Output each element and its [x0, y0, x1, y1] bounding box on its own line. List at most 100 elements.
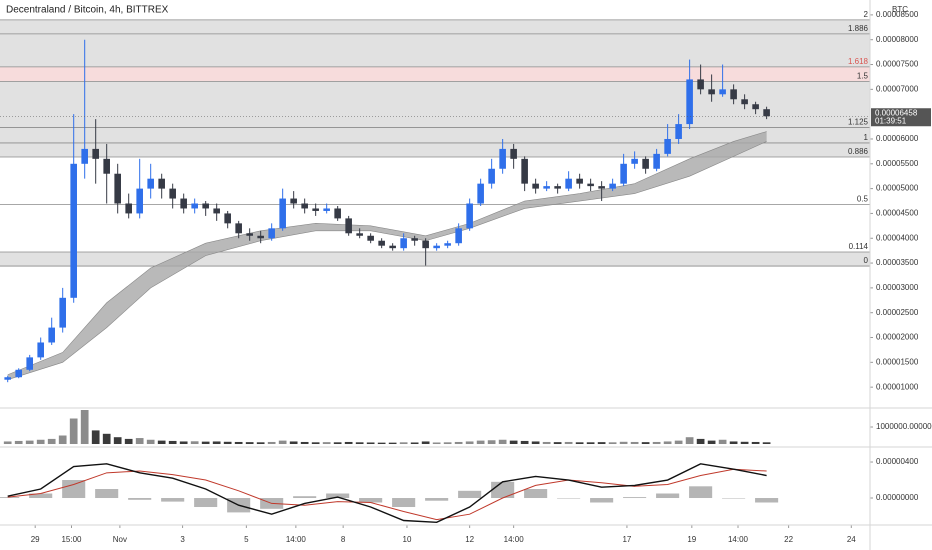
y-tick-label: 0.00001500 — [876, 357, 919, 366]
volume-bar — [399, 442, 408, 445]
fib-level-label: 0.886 — [848, 147, 869, 156]
volume-bar — [652, 441, 661, 445]
candle-body — [576, 178, 583, 184]
fib-level-label: 0 — [864, 256, 869, 265]
y-tick-label: 0.00008500 — [876, 10, 919, 19]
volume-bar — [344, 441, 353, 445]
fib-level-label: 1.886 — [848, 24, 869, 33]
volume-bar — [366, 442, 375, 445]
candle-body — [26, 357, 33, 370]
volume-bar — [729, 441, 738, 445]
volume-bar — [388, 442, 397, 445]
volume-bar — [25, 440, 34, 445]
candle-body — [587, 183, 594, 187]
volume-bar — [47, 438, 56, 445]
volume-bar — [696, 438, 705, 445]
volume-bar — [465, 441, 474, 445]
fib-band — [0, 142, 870, 157]
last-price-tag — [871, 108, 931, 127]
volume-bar — [168, 440, 177, 445]
fib-level-label: 1 — [864, 133, 869, 142]
candle-body — [202, 203, 209, 209]
x-tick-label: 24 — [847, 535, 856, 544]
macd-histogram — [425, 498, 449, 501]
volume-bar — [355, 442, 364, 445]
candle-body — [697, 79, 704, 90]
candle-body — [323, 208, 330, 211]
candle-body — [224, 213, 231, 224]
x-tick-label: 5 — [244, 535, 249, 544]
volume-bar — [102, 433, 111, 445]
volume-bar — [201, 441, 210, 445]
candle-body — [675, 124, 682, 139]
volume-bar — [575, 442, 584, 445]
fib-level-label: 1.5 — [857, 72, 869, 81]
x-tick-label: 29 — [31, 535, 40, 544]
macd-histogram — [491, 481, 515, 499]
volume-bar — [278, 440, 287, 445]
candle-body — [235, 223, 242, 234]
macd-histogram — [524, 489, 548, 499]
macd-tick-label: 0.00000400 — [876, 457, 919, 466]
x-tick-label: 10 — [403, 535, 412, 544]
candle-body — [488, 168, 495, 184]
y-tick-label: 0.00005500 — [876, 159, 919, 168]
y-tick-label: 0.00007000 — [876, 84, 919, 93]
candle-body — [620, 163, 627, 184]
x-tick-label: 15:00 — [61, 535, 82, 544]
candle-body — [15, 369, 22, 378]
x-tick-label: Nov — [113, 535, 127, 544]
ma-upper — [7, 131, 767, 376]
volume-bar — [135, 438, 144, 445]
volume-bar — [36, 439, 45, 445]
y-tick-label: 0.00002000 — [876, 333, 919, 342]
candle-body — [246, 233, 253, 236]
volume-bar — [190, 441, 199, 445]
volume-bar — [410, 442, 419, 445]
macd-histogram — [458, 490, 482, 499]
y-tick-label: 0.00008000 — [876, 35, 919, 44]
candle-body — [752, 104, 759, 110]
x-tick-label: 14:00 — [728, 535, 749, 544]
volume-bar — [212, 441, 221, 445]
volume-bar — [608, 442, 617, 445]
volume-bar — [223, 441, 232, 445]
macd-histogram — [293, 496, 317, 499]
candle-body — [730, 89, 737, 100]
macd-histogram — [128, 498, 152, 500]
candle-body — [400, 238, 407, 249]
candle-body — [532, 183, 539, 189]
candle-body — [389, 245, 396, 249]
fib-level-label: 0.5 — [857, 195, 869, 204]
fib-band — [0, 33, 870, 67]
macd-histogram — [359, 498, 383, 503]
candle-body — [741, 99, 748, 105]
volume-tick-label: 1000000.00000000 — [876, 422, 932, 431]
candle-body — [708, 89, 715, 95]
volume-bar — [91, 430, 100, 445]
macd-histogram — [0, 497, 20, 499]
candle-body — [653, 153, 660, 169]
x-tick-label: 19 — [687, 535, 696, 544]
volume-bar — [146, 439, 155, 445]
macd-histogram — [95, 489, 119, 499]
volume-bar — [80, 410, 89, 445]
volume-bar — [531, 441, 540, 445]
candle-body — [103, 158, 110, 174]
volume-bar — [597, 442, 606, 445]
candle-body — [125, 203, 132, 214]
candle-body — [312, 208, 319, 211]
candle-body — [345, 218, 352, 234]
candle-body — [609, 183, 616, 189]
candle-body — [543, 186, 550, 189]
volume-bar — [432, 442, 441, 445]
volume-bar — [619, 441, 628, 445]
volume-bar — [289, 441, 298, 445]
candle-body — [477, 183, 484, 204]
macd-histogram — [755, 498, 779, 503]
x-tick-label: 12 — [465, 535, 474, 544]
y-tick-label: 0.00001000 — [876, 382, 919, 391]
currency-label: BTC — [892, 5, 908, 14]
candle-body — [367, 235, 374, 241]
